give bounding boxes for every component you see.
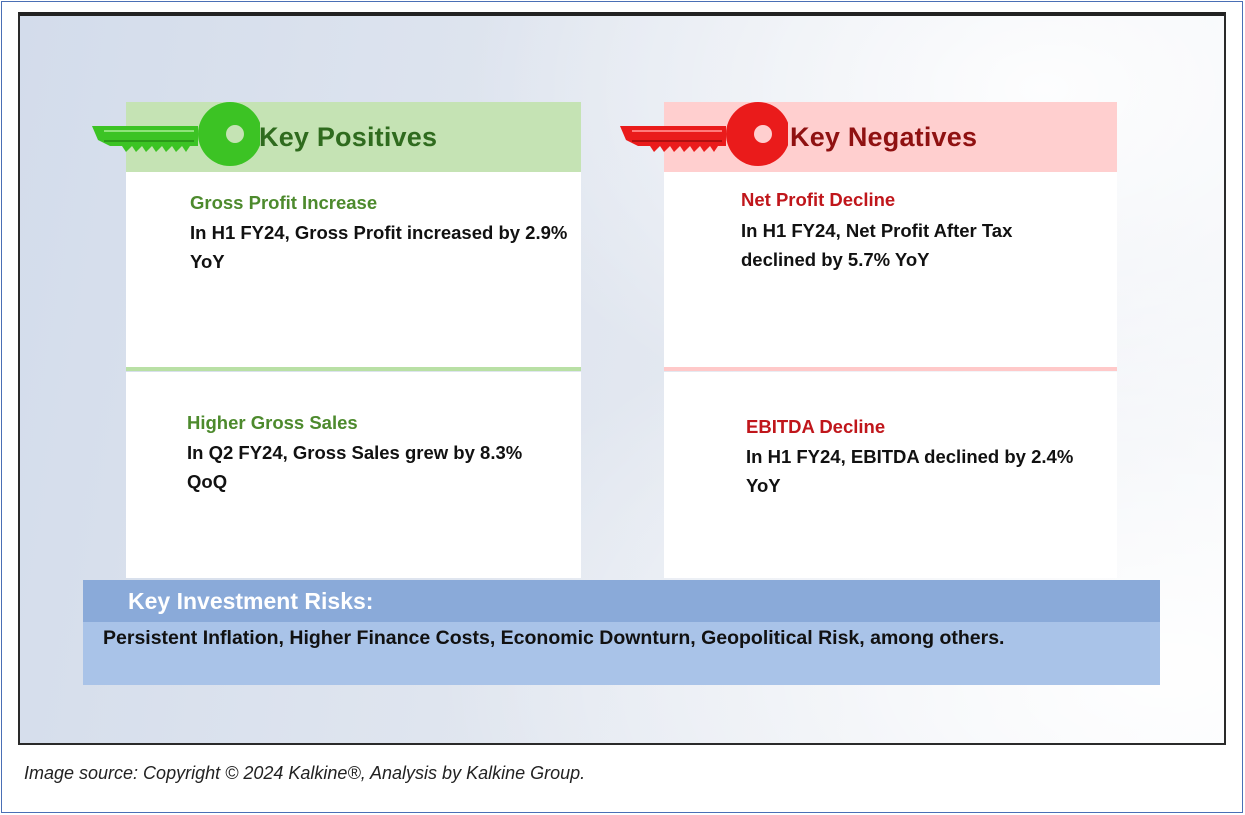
positive-card-gross-profit: Gross Profit Increase In H1 FY24, Gross … xyxy=(126,172,581,369)
negative-item-body: In H1 FY24, Net Profit After Tax decline… xyxy=(741,220,1013,270)
key-negatives-title: Key Negatives xyxy=(790,121,978,152)
risks-title: Key Investment Risks: xyxy=(128,588,374,614)
positive-item-title: Higher Gross Sales xyxy=(187,412,358,433)
positive-item-body: In Q2 FY24, Gross Sales grew by 8.3% QoQ xyxy=(187,442,523,492)
positive-card-gross-sales: Higher Gross Sales In Q2 FY24, Gross Sal… xyxy=(126,372,581,578)
negative-card-net-profit: Net Profit Decline In H1 FY24, Net Profi… xyxy=(664,172,1117,369)
positive-item-title: Gross Profit Increase xyxy=(190,192,378,213)
risks-header-bar: Key Investment Risks: xyxy=(83,580,1160,622)
positive-item-body: In H1 FY24, Gross Profit increased by 2.… xyxy=(190,222,568,272)
slide-panel: Key Positives Key Negatives Gross Profit… xyxy=(18,12,1226,745)
negative-item-title: EBITDA Decline xyxy=(746,416,886,437)
positive-divider xyxy=(126,367,581,371)
image-source-caption: Image source: Copyright © 2024 Kalkine®,… xyxy=(24,763,586,783)
key-positives-title: Key Positives xyxy=(259,121,438,152)
negative-card-ebitda: EBITDA Decline In H1 FY24, EBITDA declin… xyxy=(664,372,1117,578)
negative-item-body: In H1 FY24, EBITDA declined by 2.4% YoY xyxy=(746,446,1074,496)
green-key-icon xyxy=(92,102,260,166)
key-investment-risks-panel: Key Investment Risks: Persistent Inflati… xyxy=(83,580,1160,685)
red-key-icon xyxy=(620,102,788,166)
negative-divider xyxy=(664,367,1117,371)
negative-item-title: Net Profit Decline xyxy=(741,189,896,210)
risks-body: Persistent Inflation, Higher Finance Cos… xyxy=(103,627,1005,649)
